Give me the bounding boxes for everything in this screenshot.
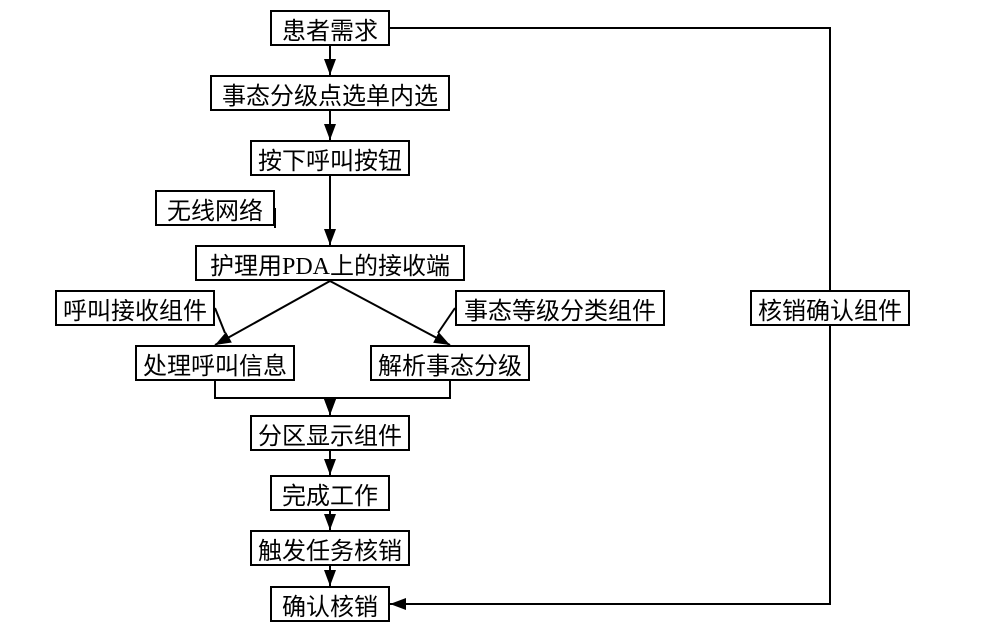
flow-node-n13: 确认核销: [270, 586, 390, 622]
flow-node-n6: 呼叫接收组件: [55, 290, 215, 326]
flowchart-canvas: 患者需求事态分级点选单内选按下呼叫按钮无线网络护理用PDA上的接收端呼叫接收组件…: [0, 0, 1000, 630]
flow-node-n10: 分区显示组件: [250, 415, 410, 451]
flow-node-n5: 护理用PDA上的接收端: [195, 245, 465, 281]
flow-node-n11: 完成工作: [270, 475, 390, 511]
flow-node-n9: 解析事态分级: [370, 345, 530, 381]
flow-node-n2: 事态分级点选单内选: [210, 75, 450, 111]
flow-node-n4: 无线网络: [155, 190, 275, 226]
flow-node-n3: 按下呼叫按钮: [250, 140, 410, 176]
flow-node-n1: 患者需求: [270, 10, 390, 46]
flow-node-n14: 核销确认组件: [750, 290, 910, 326]
flow-node-n12: 触发任务核销: [250, 530, 410, 566]
flow-node-n7: 事态等级分类组件: [455, 290, 665, 326]
flow-node-n8: 处理呼叫信息: [135, 345, 295, 381]
